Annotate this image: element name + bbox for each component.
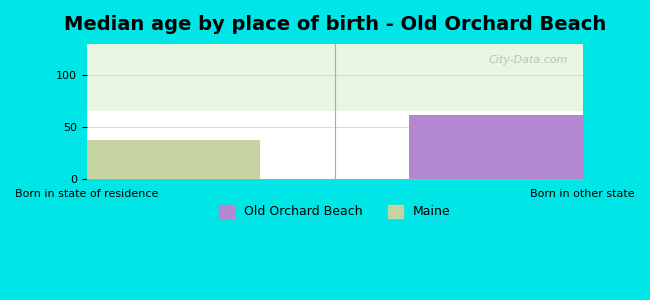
Title: Median age by place of birth - Old Orchard Beach: Median age by place of birth - Old Orcha… [64,15,606,34]
Bar [86,140,260,179]
Bar [0,123,86,179]
Bar [582,126,650,179]
Text: City-Data.com: City-Data.com [488,55,568,65]
Bar [409,115,582,179]
Legend: Old Orchard Beach, Maine: Old Orchard Beach, Maine [213,199,456,225]
